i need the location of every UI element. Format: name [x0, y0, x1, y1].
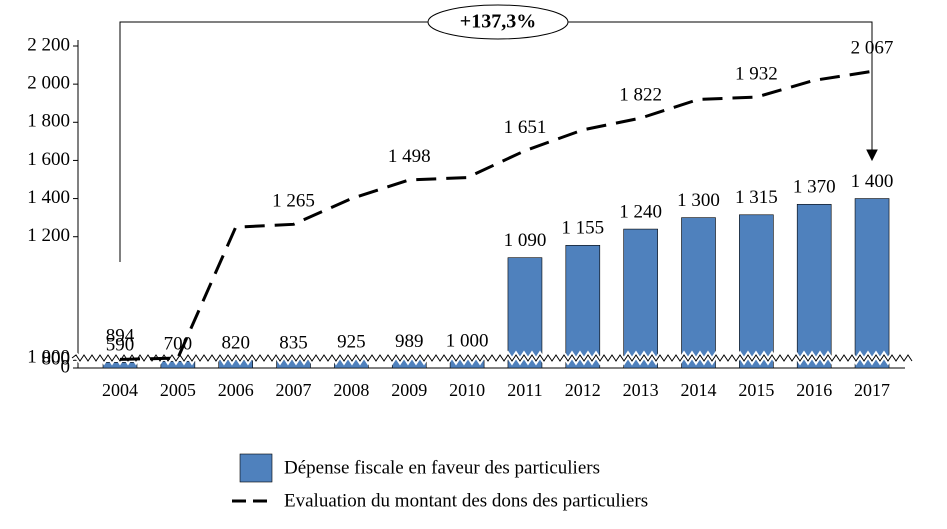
x-tick-label: 2014: [681, 380, 717, 400]
data-label: 1 822: [619, 84, 662, 105]
x-tick-label: 2015: [738, 380, 774, 400]
y-tick-label: 1 200: [27, 225, 70, 246]
data-label: 835: [279, 332, 308, 353]
x-tick-label: 2012: [565, 380, 601, 400]
data-label: 1 000: [446, 331, 489, 352]
line: [119, 69, 873, 361]
axis-break: [71, 354, 913, 362]
y-tick-label: 1 000: [27, 347, 70, 368]
annotation-bracket: [119, 4, 878, 262]
y-tick-label: 800: [42, 349, 71, 370]
bar: [507, 257, 543, 369]
data-label: 1 315: [735, 187, 778, 208]
legend-label: Evaluation du montant des dons des parti…: [284, 490, 648, 511]
data-label: 1 651: [504, 117, 547, 138]
data-label: 820: [221, 332, 250, 353]
x-tick-label: 2005: [160, 380, 196, 400]
x-tick-label: 2006: [218, 380, 254, 400]
y-tick-label: 1 400: [27, 187, 70, 208]
x-tick-label: 2011: [507, 380, 542, 400]
annotation: +137,3%: [460, 11, 536, 33]
legend-swatch: [239, 453, 273, 483]
data-label: 989: [395, 331, 424, 352]
y-tick-label: 2 200: [27, 34, 70, 55]
bar: [565, 244, 601, 369]
legend-label: Dépense fiscale en faveur des particulie…: [284, 457, 600, 478]
x-tick-label: 2010: [449, 380, 485, 400]
data-label: 925: [337, 331, 366, 352]
data-label: 1 240: [619, 201, 662, 222]
bar: [623, 228, 658, 369]
bar: [739, 214, 774, 369]
x-tick-label: 2013: [623, 380, 659, 400]
y-tick-label: 2 000: [27, 73, 70, 94]
data-label: 1 370: [793, 177, 836, 198]
data-label: 1 155: [561, 218, 604, 239]
data-label: 1 932: [735, 63, 778, 84]
y-tick-label: 1 600: [27, 149, 70, 170]
data-label: 1 300: [677, 190, 720, 211]
x-tick-label: 2008: [333, 380, 369, 400]
data-label: 1 090: [504, 230, 547, 251]
data-label: 1 498: [388, 146, 431, 167]
x-tick-label: 2017: [854, 380, 890, 400]
bar: [854, 198, 890, 369]
x-tick-label: 2007: [276, 380, 312, 400]
x-tick-label: 2009: [391, 380, 427, 400]
y-tick-label: 1 800: [27, 111, 70, 132]
data-label: 1 400: [851, 171, 894, 192]
y-tick-label: 0: [61, 356, 71, 377]
x-tick-label: 2016: [796, 380, 832, 400]
bar: [218, 359, 253, 369]
data-label: 1 265: [272, 191, 315, 212]
bar: [681, 217, 716, 369]
data-label: 590: [106, 335, 135, 356]
bar: [796, 203, 832, 369]
data-label: 894: [106, 326, 135, 347]
x-tick-label: 2004: [102, 380, 138, 400]
